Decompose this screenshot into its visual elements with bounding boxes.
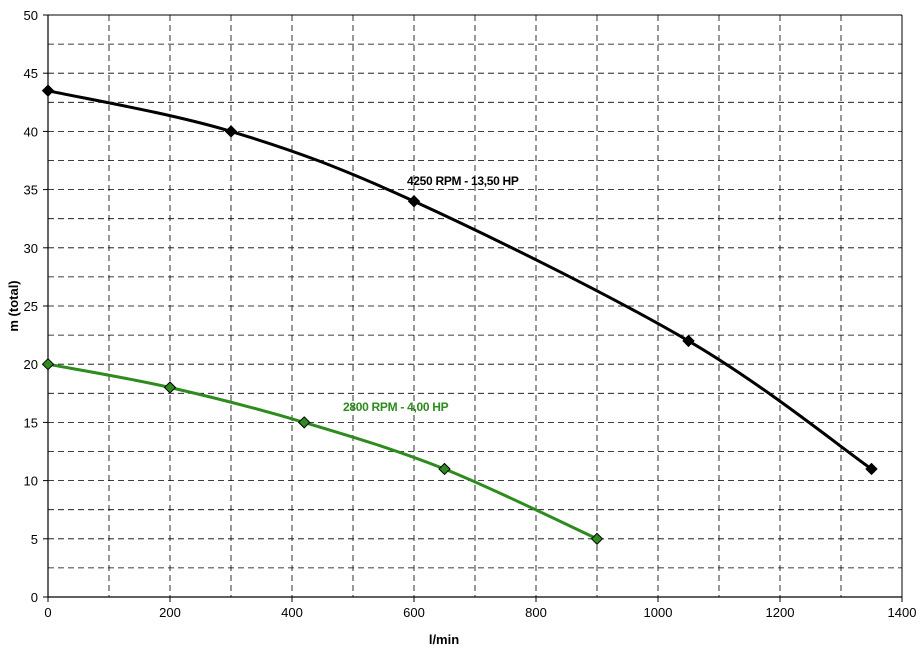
y-tick-label: 45 — [24, 66, 38, 81]
series-line-0 — [47, 89, 873, 471]
data-point-marker — [682, 334, 695, 348]
data-point-marker — [224, 125, 238, 138]
data-point-marker — [590, 532, 604, 546]
x-axis-title: l/min — [429, 632, 459, 647]
y-tick-label: 10 — [24, 474, 38, 489]
x-tick-label: 1400 — [888, 605, 917, 620]
axes — [43, 14, 903, 602]
y-tick-label: 35 — [24, 183, 38, 198]
y-tick-label: 40 — [24, 124, 38, 139]
series — [41, 84, 878, 546]
x-tick-label: 200 — [159, 605, 181, 620]
data-point-marker — [297, 416, 311, 429]
data-point-marker — [865, 462, 878, 476]
x-tick-label: 400 — [281, 605, 303, 620]
grid — [48, 15, 902, 597]
tick-labels: 0 200 400 600 800 1000 1200 1400 0 5 10 15 20 25 30 35 4… — [24, 8, 917, 620]
data-point-marker — [407, 195, 421, 208]
x-tick-label: 1200 — [766, 605, 795, 620]
y-axis-title: m (total) — [6, 280, 21, 331]
data-point-marker — [41, 357, 55, 371]
data-point-marker — [438, 462, 451, 476]
x-tick-label: 1000 — [644, 605, 673, 620]
x-tick-label: 800 — [525, 605, 547, 620]
y-tick-label: 0 — [31, 590, 38, 605]
y-tick-label: 15 — [24, 415, 38, 430]
y-tick-label: 30 — [24, 241, 38, 256]
y-tick-label: 5 — [31, 532, 38, 547]
y-tick-label: 20 — [24, 357, 38, 372]
y-tick-label: 25 — [24, 299, 38, 314]
x-tick-label: 600 — [403, 605, 425, 620]
series-label-2800-rpm: 2800 RPM - 4,00 HP — [343, 400, 449, 414]
data-point-marker — [163, 381, 177, 394]
x-tick-label: 0 — [44, 605, 51, 620]
y-tick-label: 50 — [24, 8, 38, 23]
series-label-4250-rpm: 4250 RPM - 13,50 HP — [407, 174, 519, 188]
data-point-marker — [41, 84, 55, 97]
